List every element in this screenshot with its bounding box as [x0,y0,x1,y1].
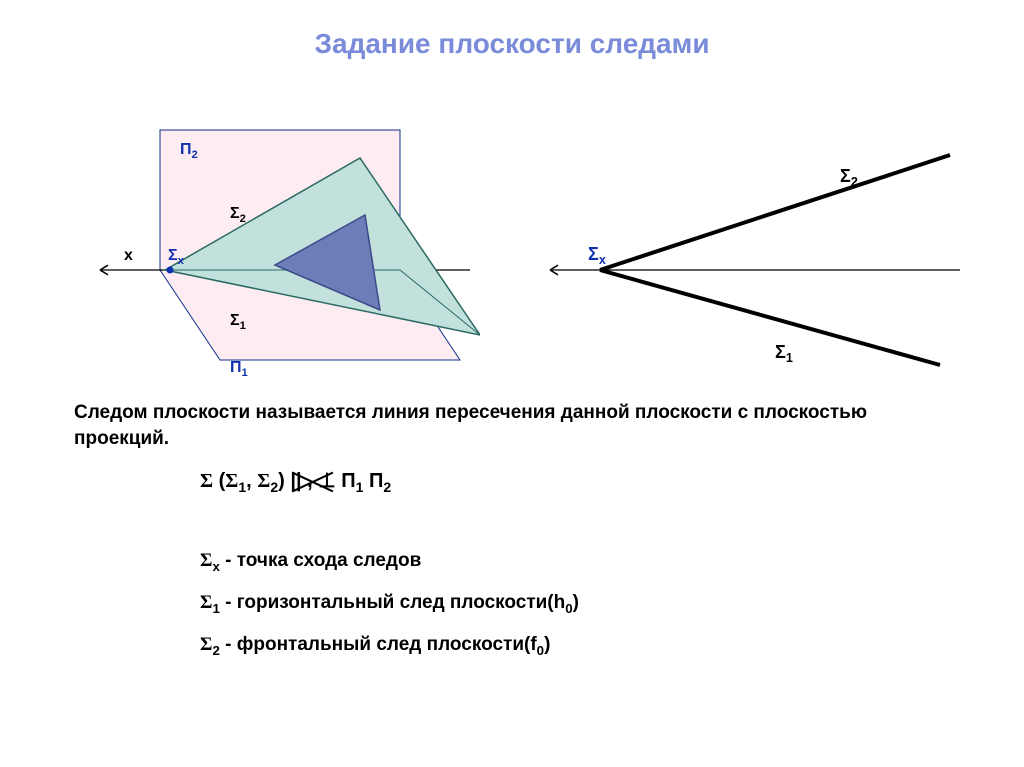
formula: Σ (Σ1, Σ2) || , ⊥ П1 П2 [200,468,391,495]
svg-text:Σx: Σx [588,244,606,267]
legend: Σx - точка схода следов Σ1 - горизонтальн… [200,550,579,675]
diagram-row: П2П1Σ2Σ1Σxx Σ2 Σ1 Σx [0,110,1024,390]
svg-text:Σ1: Σ1 [775,342,793,365]
right-diagram: Σ2 Σ1 Σx [540,110,970,390]
legend-item: Σ2 - фронтальный след плоскости(f0) [200,634,579,658]
legend-item: Σ1 - горизонтальный след плоскости(h0) [200,592,579,616]
svg-text:П1: П1 [230,359,248,379]
svg-text:Σ2: Σ2 [840,166,858,189]
definition-text: Следом плоскости называется линия пересе… [74,400,954,451]
left-diagram: П2П1Σ2Σ1Σxx [60,110,480,390]
legend-item: Σx - точка схода следов [200,550,579,574]
page-title: Задание плоскости следами [0,0,1024,60]
svg-text:x: x [124,247,133,264]
title-text: Задание плоскости следами [314,28,709,59]
